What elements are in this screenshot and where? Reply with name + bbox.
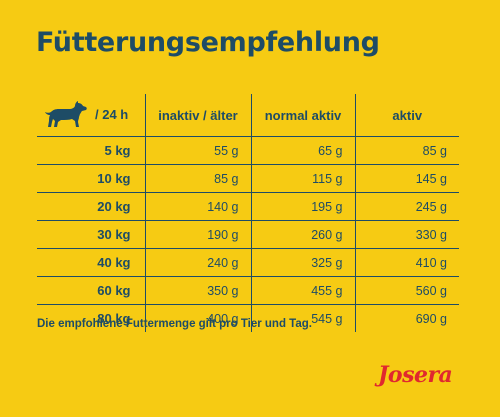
table-row: 40 kg 240 g 325 g 410 g (37, 248, 459, 277)
value-cell: 140 g (144, 192, 252, 221)
table-row: 30 kg 190 g 260 g 330 g (37, 220, 459, 249)
feeding-table: / 24 h inaktiv / älter normal aktiv akti… (37, 94, 459, 332)
weight-cell: 80 kg (37, 304, 146, 332)
value-cell: 545 g (250, 304, 356, 332)
header-unit: / 24 h (95, 107, 129, 122)
table-row: 5 kg 55 g 65 g 85 g (37, 136, 459, 165)
table-row: 10 kg 85 g 115 g 145 g (37, 164, 459, 193)
header-weight-cell: / 24 h (37, 94, 146, 137)
weight-cell: 10 kg (37, 164, 146, 193)
value-cell: 350 g (144, 276, 252, 305)
value-cell: 400 g (144, 304, 252, 332)
table-row: 80 kg 400 g 545 g 690 g (37, 304, 459, 332)
value-cell: 325 g (250, 248, 356, 277)
dog-icon (45, 101, 87, 127)
weight-cell: 5 kg (37, 136, 146, 165)
value-cell: 690 g (354, 304, 459, 332)
value-cell: 245 g (354, 192, 459, 221)
value-cell: 195 g (250, 192, 356, 221)
value-cell: 85 g (354, 136, 459, 165)
value-cell: 410 g (354, 248, 459, 277)
value-cell: 560 g (354, 276, 459, 305)
value-cell: 455 g (250, 276, 356, 305)
weight-cell: 60 kg (37, 276, 146, 305)
header-inactive: inaktiv / älter (144, 94, 252, 137)
table-header-row: / 24 h inaktiv / älter normal aktiv akti… (37, 94, 459, 137)
value-cell: 145 g (354, 164, 459, 193)
value-cell: 65 g (250, 136, 356, 165)
value-cell: 85 g (144, 164, 252, 193)
table-row: 20 kg 140 g 195 g 245 g (37, 192, 459, 221)
value-cell: 240 g (144, 248, 252, 277)
value-cell: 330 g (354, 220, 459, 249)
value-cell: 115 g (250, 164, 356, 193)
value-cell: 260 g (250, 220, 356, 249)
weight-cell: 30 kg (37, 220, 146, 249)
weight-cell: 20 kg (37, 192, 146, 221)
table-row: 60 kg 350 g 455 g 560 g (37, 276, 459, 305)
page-title: Fütterungsempfehlung (36, 27, 380, 58)
header-normal: normal aktiv (250, 94, 356, 137)
weight-cell: 40 kg (37, 248, 146, 277)
footnote: Die empfohlene Futtermenge gilt pro Tier… (37, 318, 312, 330)
value-cell: 190 g (144, 220, 252, 249)
header-active: aktiv (354, 94, 459, 137)
value-cell: 55 g (144, 136, 252, 165)
josera-logo: Josera (378, 362, 453, 388)
